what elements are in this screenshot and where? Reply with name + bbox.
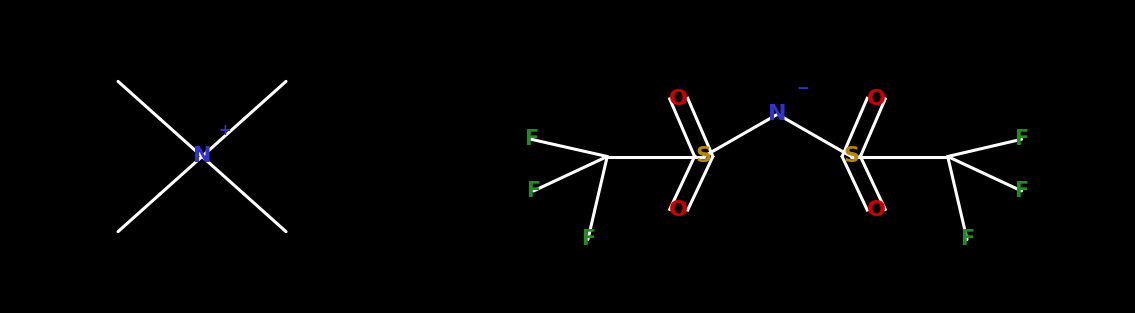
- Text: O: O: [670, 200, 688, 220]
- Text: S: S: [696, 146, 712, 167]
- Text: S: S: [843, 146, 859, 167]
- Text: −: −: [796, 81, 809, 96]
- Text: F: F: [524, 129, 538, 149]
- Text: F: F: [1015, 181, 1028, 201]
- Text: O: O: [670, 89, 688, 109]
- Text: O: O: [867, 89, 885, 109]
- Text: F: F: [960, 229, 974, 249]
- Text: +: +: [218, 123, 232, 138]
- Text: F: F: [581, 229, 595, 249]
- Text: O: O: [867, 200, 885, 220]
- Text: F: F: [1015, 129, 1028, 149]
- Text: F: F: [527, 181, 540, 201]
- Text: N: N: [768, 104, 787, 124]
- Text: N: N: [193, 146, 211, 167]
